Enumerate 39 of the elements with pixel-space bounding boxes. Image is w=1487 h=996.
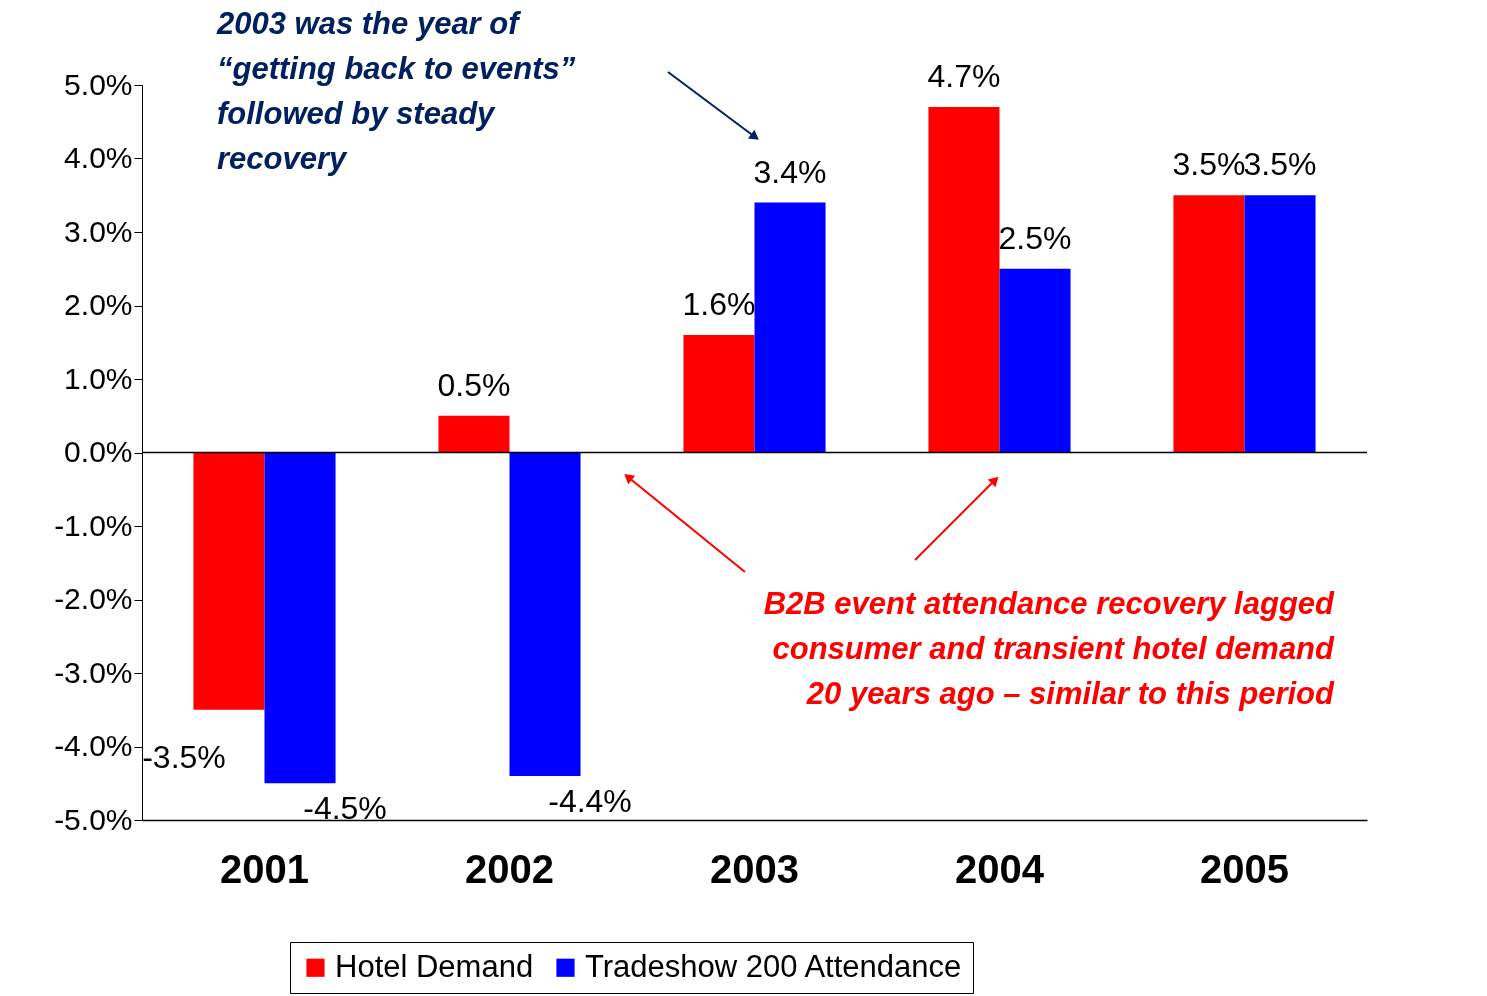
bar xyxy=(1173,195,1245,453)
bar xyxy=(438,415,510,453)
y-tick-label: -4.0% xyxy=(54,729,133,762)
data-label: 3.5% xyxy=(1172,146,1246,183)
data-label: 4.7% xyxy=(927,58,1001,95)
x-tick-label: 2005 xyxy=(1200,846,1289,891)
x-tick-label: 2001 xyxy=(220,846,309,891)
y-tick-label: -1.0% xyxy=(54,508,133,542)
annotation: B2B event attendance recovery lagged consumer and transient hotel demand 20 years ago – similar to this period xyxy=(763,586,1336,711)
data-label: 3.4% xyxy=(753,153,827,190)
data-label: -4.4% xyxy=(548,782,632,819)
bar xyxy=(1244,195,1316,453)
y-tick-label: -2.0% xyxy=(54,582,133,615)
x-tick-label: 2002 xyxy=(465,846,554,891)
y-tick-label: 3.0% xyxy=(64,214,133,248)
y-tick-label: -3.0% xyxy=(54,655,133,689)
data-label: 2.5% xyxy=(998,219,1072,256)
y-tick-label: 0.0% xyxy=(64,435,133,468)
legend-label: Hotel Demand xyxy=(335,948,534,984)
y-tick-label: -5.0% xyxy=(54,802,133,836)
y-tick-label: 5.0% xyxy=(64,67,133,101)
data-label: 1.6% xyxy=(682,285,756,322)
bar xyxy=(999,268,1071,453)
bar xyxy=(754,202,826,453)
legend-label: Tradeshow 200 Attendance xyxy=(585,948,962,984)
annotation: 2003 was the year of “getting back to events” followed by steady recovery xyxy=(216,6,576,176)
y-tick-label: 4.0% xyxy=(64,141,133,174)
x-tick-label: 2003 xyxy=(710,846,799,891)
y-tick-label: 2.0% xyxy=(64,288,133,321)
x-tick-label: 2004 xyxy=(955,846,1045,891)
data-label: 0.5% xyxy=(437,366,511,403)
bar xyxy=(193,452,265,710)
data-label: -3.5% xyxy=(142,738,226,775)
bar xyxy=(509,452,581,776)
bar xyxy=(928,107,1000,453)
y-tick-label: 1.0% xyxy=(64,361,133,395)
bar xyxy=(264,452,336,784)
bar xyxy=(683,334,755,453)
data-label: -4.5% xyxy=(303,790,387,827)
